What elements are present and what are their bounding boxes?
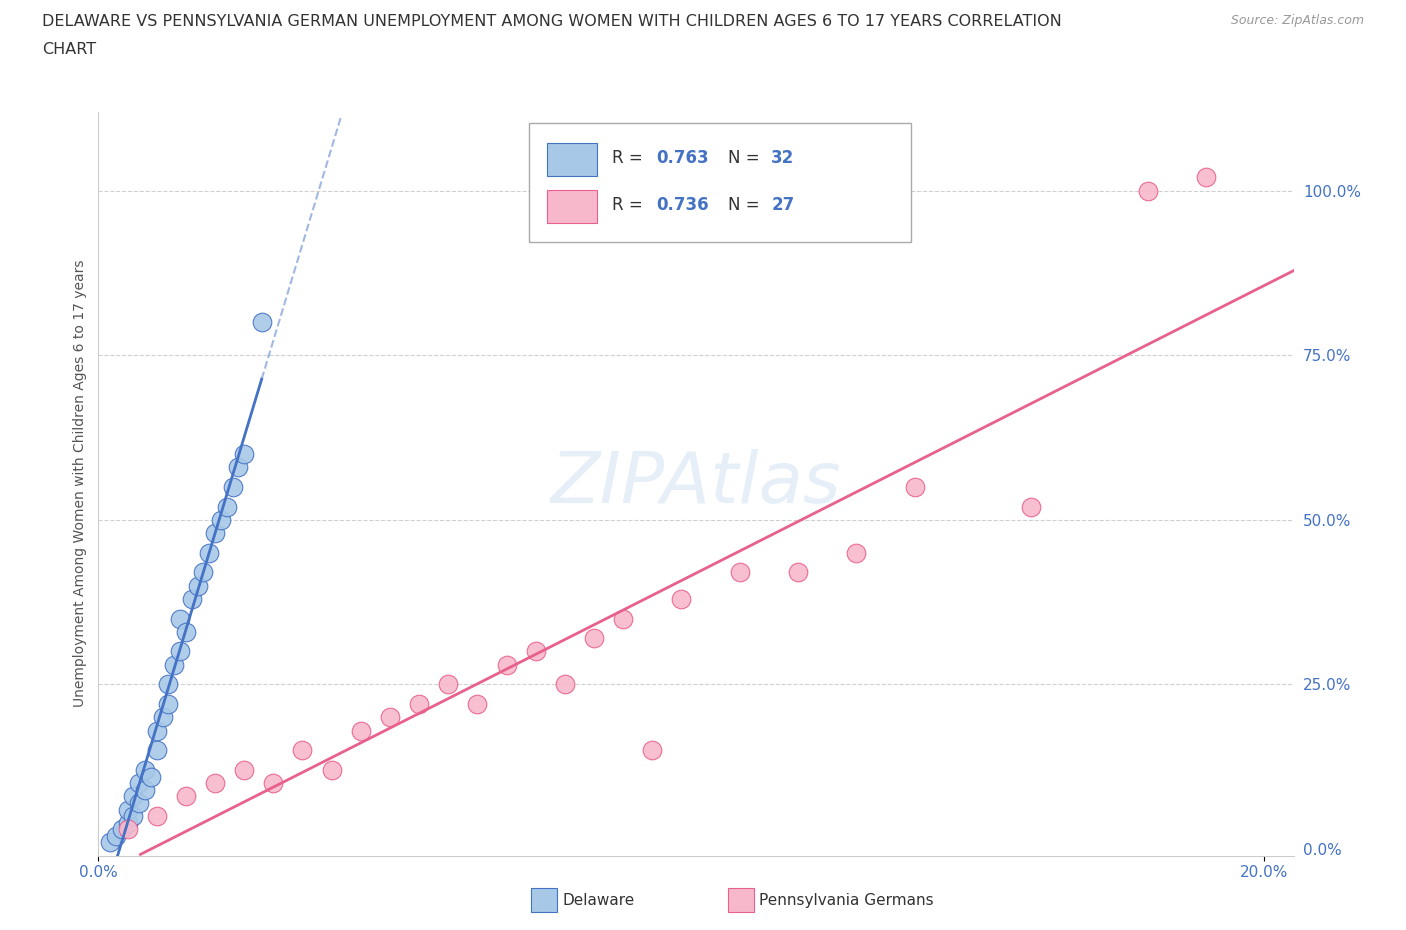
Point [145,723,167,737]
Point [612,611,634,626]
Point [233,763,256,777]
Point [582,631,605,645]
Point [169,644,191,659]
Point [157,677,180,692]
Point [174,789,197,804]
Point [250,315,273,330]
Point [157,697,180,711]
Text: ZIPAtlas: ZIPAtlas [551,449,841,518]
Text: DELAWARE VS PENNSYLVANIA GERMAN UNEMPLOYMENT AMONG WOMEN WITH CHILDREN AGES 6 TO: DELAWARE VS PENNSYLVANIA GERMAN UNEMPLOY… [42,14,1062,29]
Point [117,816,139,830]
Point [209,512,232,527]
Text: CHART: CHART [42,42,96,57]
Point [495,658,517,672]
Point [174,624,197,639]
Y-axis label: Unemployment Among Women with Children Ages 6 to 17 years: Unemployment Among Women with Children A… [73,259,87,708]
Point [524,644,547,659]
Point [193,565,215,580]
Point [169,611,191,626]
Point [350,723,373,737]
Point [233,446,256,461]
Point [221,480,243,495]
Bar [547,143,596,177]
Point [1019,499,1042,514]
Text: 0.736: 0.736 [657,195,709,214]
Point [104,829,127,844]
Point [122,789,145,804]
Point [903,480,925,495]
Point [163,658,186,672]
Point [111,822,134,837]
Point [145,809,167,824]
Point [204,525,226,540]
Text: R =: R = [613,195,648,214]
Point [671,591,693,606]
Point [554,677,576,692]
Point [787,565,810,580]
Point [186,578,208,593]
Point [291,743,314,758]
Text: Delaware: Delaware [562,893,634,908]
Text: N =: N = [728,195,765,214]
Text: Source: ZipAtlas.com: Source: ZipAtlas.com [1230,14,1364,27]
Point [215,499,238,514]
Point [139,769,162,784]
Point [117,802,139,817]
Point [1136,183,1159,198]
Point [198,545,221,560]
Point [408,697,430,711]
FancyBboxPatch shape [529,123,911,242]
Point [845,545,868,560]
Point [180,591,202,606]
Point [117,822,139,837]
Bar [547,190,596,223]
Point [128,776,150,790]
Text: 32: 32 [772,149,794,166]
Text: N =: N = [728,149,765,166]
Point [145,743,167,758]
Point [321,763,343,777]
Text: Pennsylvania Germans: Pennsylvania Germans [759,893,934,908]
Point [152,710,174,724]
Point [204,776,226,790]
Point [134,782,156,797]
Point [1195,170,1218,185]
Point [134,763,156,777]
Point [128,795,150,810]
Text: 0.763: 0.763 [657,149,709,166]
Text: R =: R = [613,149,648,166]
Point [437,677,460,692]
Text: 27: 27 [772,195,794,214]
Point [641,743,664,758]
Point [467,697,489,711]
Point [98,835,121,850]
Point [378,710,401,724]
Point [262,776,284,790]
Point [228,459,250,474]
Point [728,565,751,580]
Point [122,809,145,824]
